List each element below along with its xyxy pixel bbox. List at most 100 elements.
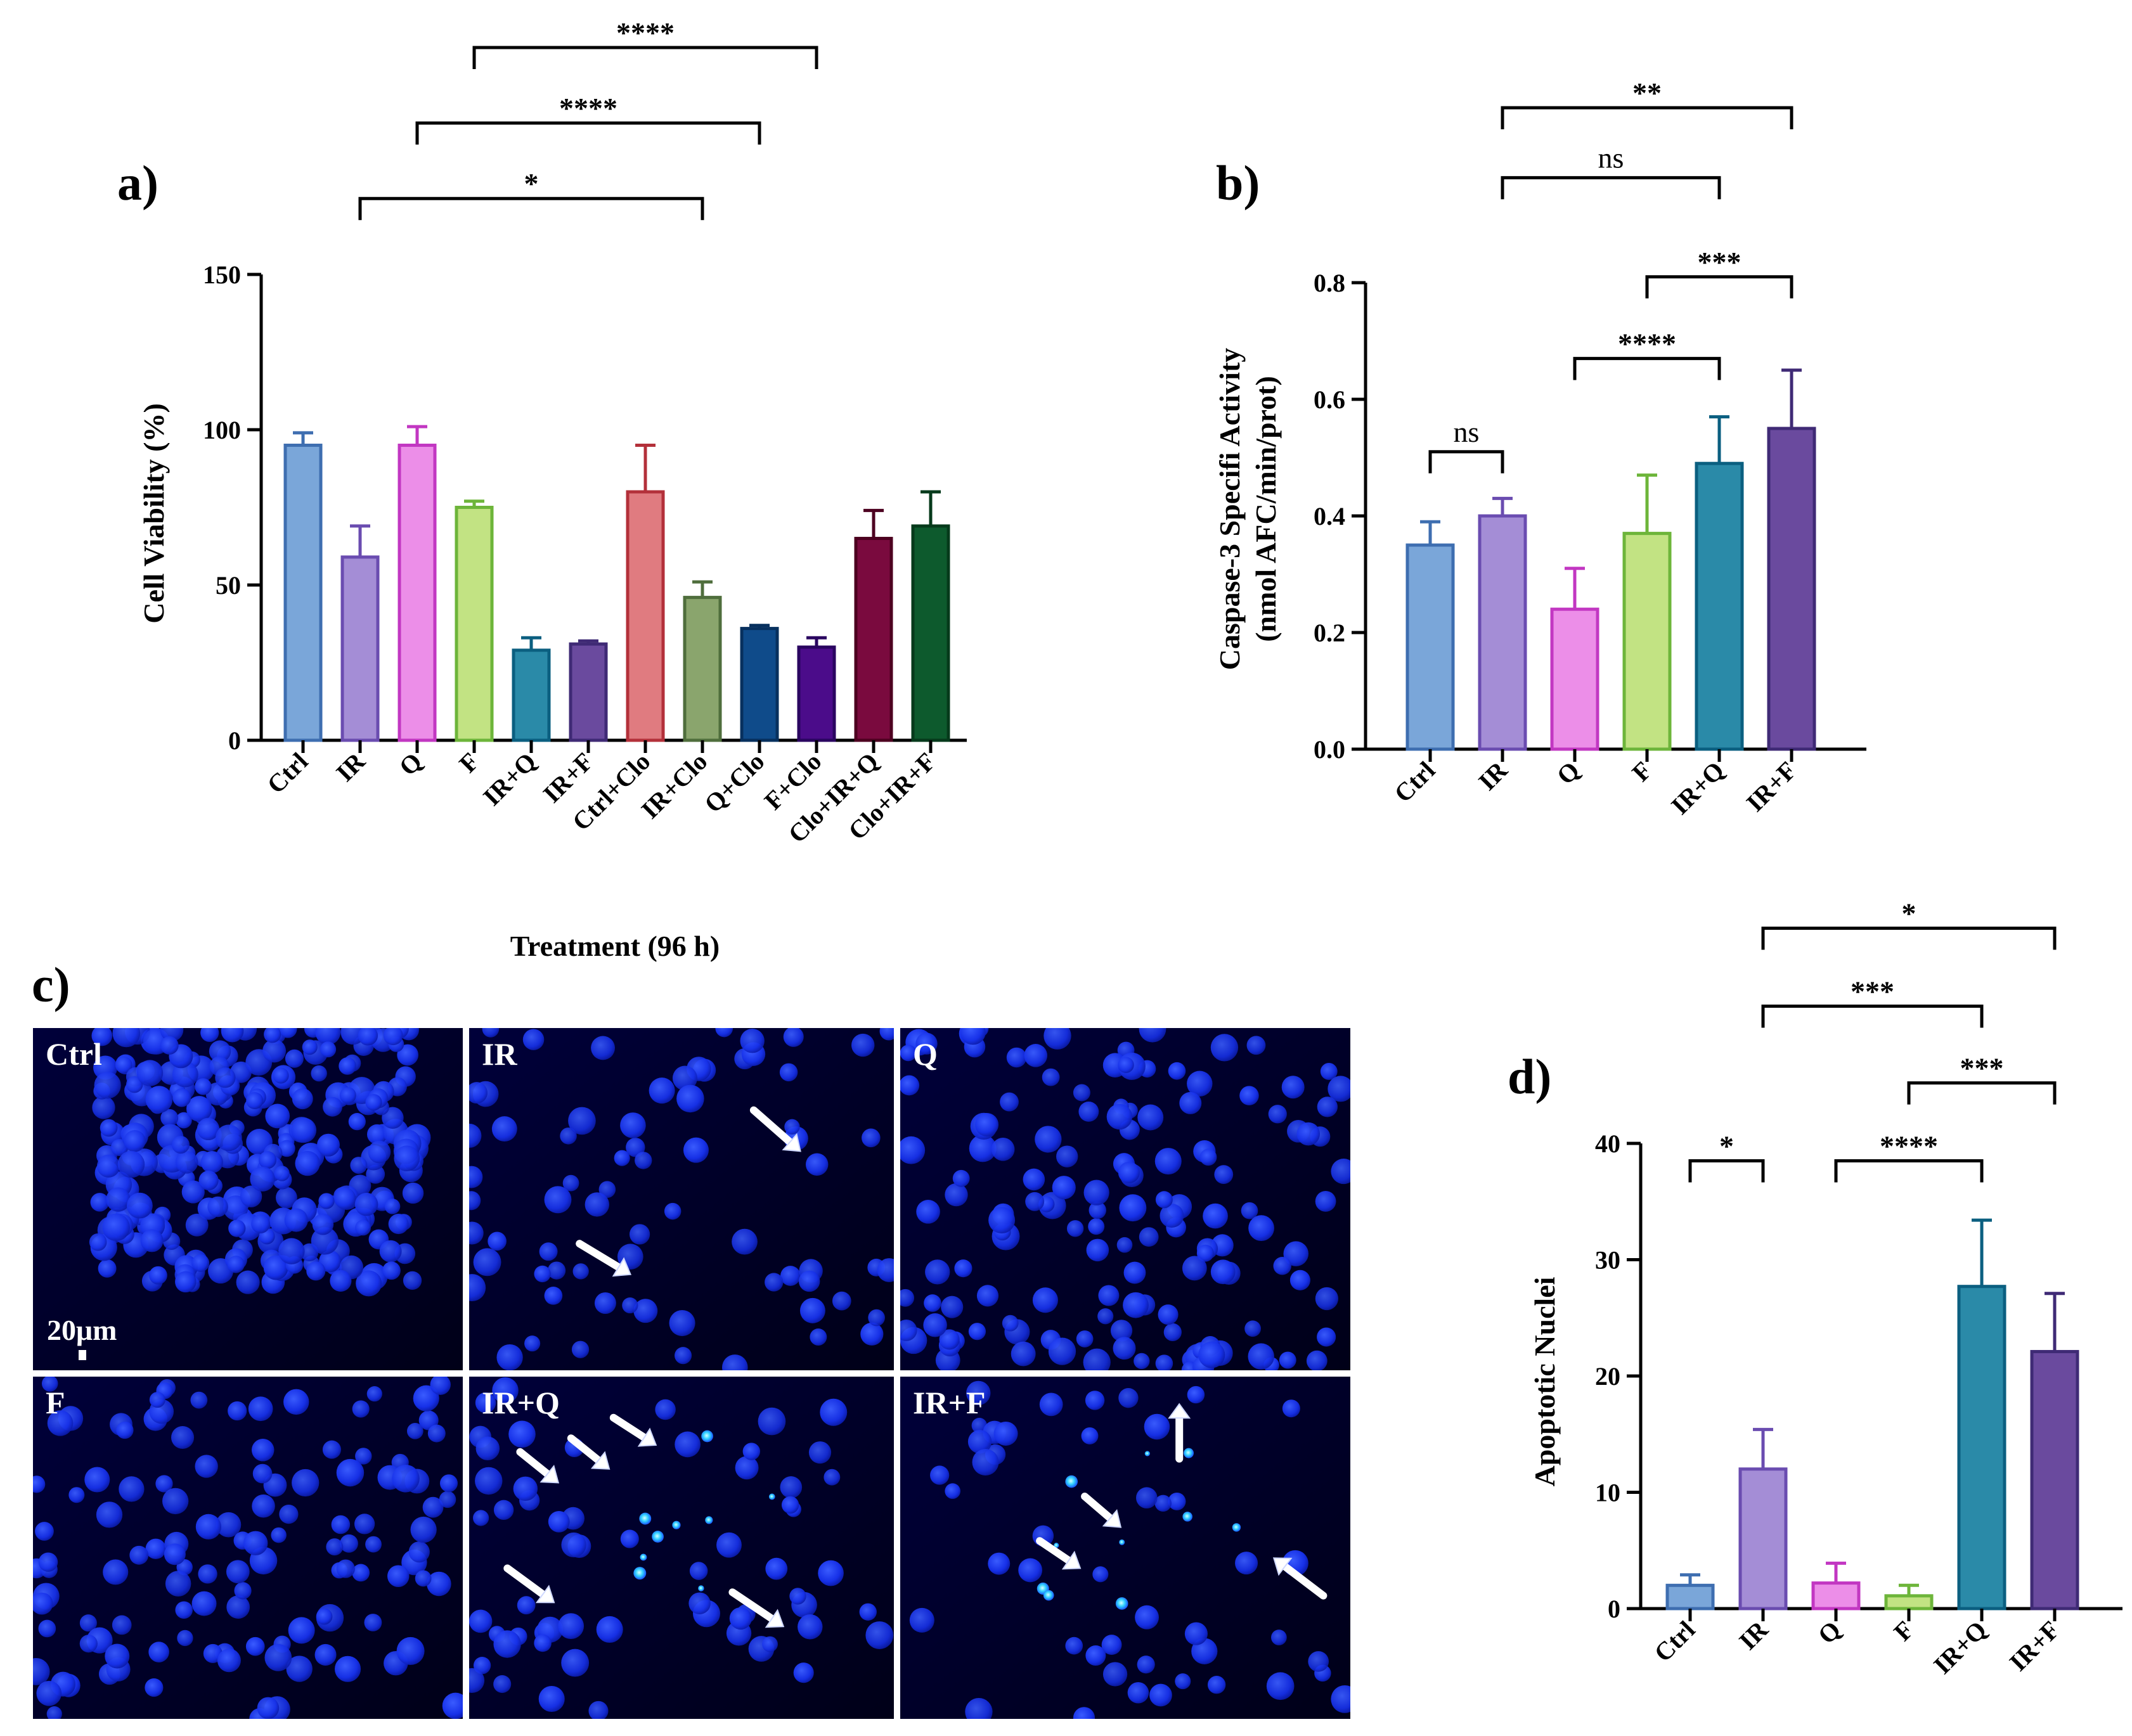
nucleus [1085,1391,1105,1410]
nucleus [1296,1122,1321,1146]
nucleus [900,1136,926,1164]
nucleus [1118,1057,1134,1073]
apoptotic-fragment [1182,1512,1192,1522]
nucleus [534,1265,551,1283]
nucleus [649,1077,675,1104]
nucleus [780,1266,801,1286]
nucleus [102,1213,130,1242]
nucleus [544,1286,563,1305]
nucleus [236,1270,260,1294]
nucleus [228,1219,246,1237]
nucleus [279,1504,299,1524]
nucleus [1210,1259,1236,1285]
nucleus [1266,1672,1295,1701]
nucleus [865,1621,894,1649]
panel-label-b: b) [1216,155,1260,210]
nucleus [195,1514,221,1540]
chart-b-category-label: Ctrl [1388,756,1440,808]
nucleus [402,1182,424,1204]
nucleus [396,1636,425,1665]
nucleus [175,1601,193,1619]
chart-d-category-label: IR+Q [1928,1616,1992,1680]
chart-d-significance-bracket [1907,1081,2057,1105]
nucleus [900,1075,920,1096]
nucleus [392,1465,420,1493]
nucleus [124,1130,146,1152]
nucleus [215,1067,236,1088]
nucleus [689,1562,708,1580]
nuclei-cluster [33,1377,463,1719]
nucleus [740,1029,765,1053]
nucleus [92,1096,115,1119]
chart-d-category-label: Ctrl [1648,1616,1700,1668]
nucleus [1066,1220,1084,1237]
nucleus [191,1254,210,1272]
nucleus [758,1407,786,1436]
nucleus [732,1228,758,1255]
nucleus [1246,1036,1266,1055]
nucleus [524,1335,541,1352]
nucleus [517,1596,536,1615]
nucleus [522,1029,545,1050]
nucleus [68,1487,85,1503]
nucleus [971,1417,988,1434]
nucleus [198,1564,217,1584]
chart-a-bar-f-clo [797,645,836,742]
nucleus [115,1056,132,1074]
nucleus [781,1496,799,1514]
nucleus [326,1538,344,1556]
nucleus [84,1467,110,1493]
chart-a-y-tick-label: 0 [228,726,241,755]
nucleus [591,1036,615,1060]
nucleus [354,1192,378,1216]
nucleus [1320,1063,1338,1080]
nuclei-cluster [469,1377,894,1719]
nuclei-cluster [900,1028,1350,1370]
nucleus [1137,1656,1155,1674]
nucleus [544,1186,572,1214]
arrow-indicator [1036,1537,1082,1570]
chart-a-significance-bracket [472,46,818,70]
micrograph-label: Ctrl [46,1036,102,1072]
chart-b-bar-ir-q [1695,461,1744,751]
chart-a-bar-ir-clo [683,596,722,742]
chart-a-bar-ctrl-clo [626,490,665,742]
nucleus [1139,1227,1159,1247]
nucleus [859,1603,877,1621]
chart-d-bar-ir [1738,1467,1788,1611]
nucleus [475,1467,503,1495]
nucleus [397,1044,418,1066]
nucleus [508,1420,536,1448]
nucleus [952,1169,970,1187]
chart-d-y-tick-label: 0 [1608,1595,1620,1623]
nucleus [251,1439,275,1462]
chart-d-category-label: IR+F [2004,1616,2065,1677]
chart-b-significance-label: **** [1618,328,1676,360]
nucleus [488,1231,507,1251]
nucleus [79,1635,98,1653]
nucleus [336,1458,365,1487]
chart-b-y-tick-label: 0.0 [1314,735,1345,764]
nucleus [339,1087,356,1104]
nucleus [264,1028,281,1043]
nucleus [1018,1558,1043,1583]
nucleus [216,1512,242,1538]
apoptotic-fragment [701,1430,713,1443]
nucleus [89,1233,107,1251]
nucleus [1210,1034,1239,1062]
apoptotic-fragment [698,1585,704,1591]
nucleus [469,1609,493,1633]
chart-a-bar-ctrl [283,444,323,742]
nucleus [320,1041,337,1058]
nucleus [1092,1566,1109,1583]
nucleus [162,1488,189,1515]
nucleus [1097,1308,1114,1325]
nucleus [475,1436,500,1461]
nucleus [207,1196,228,1218]
nucleus [1123,1292,1149,1318]
nucleus [248,1396,273,1422]
nucleus [676,1084,704,1113]
apoptotic-fragment [1144,1451,1150,1456]
nucleus [427,1571,451,1597]
nucleus [469,1221,484,1245]
